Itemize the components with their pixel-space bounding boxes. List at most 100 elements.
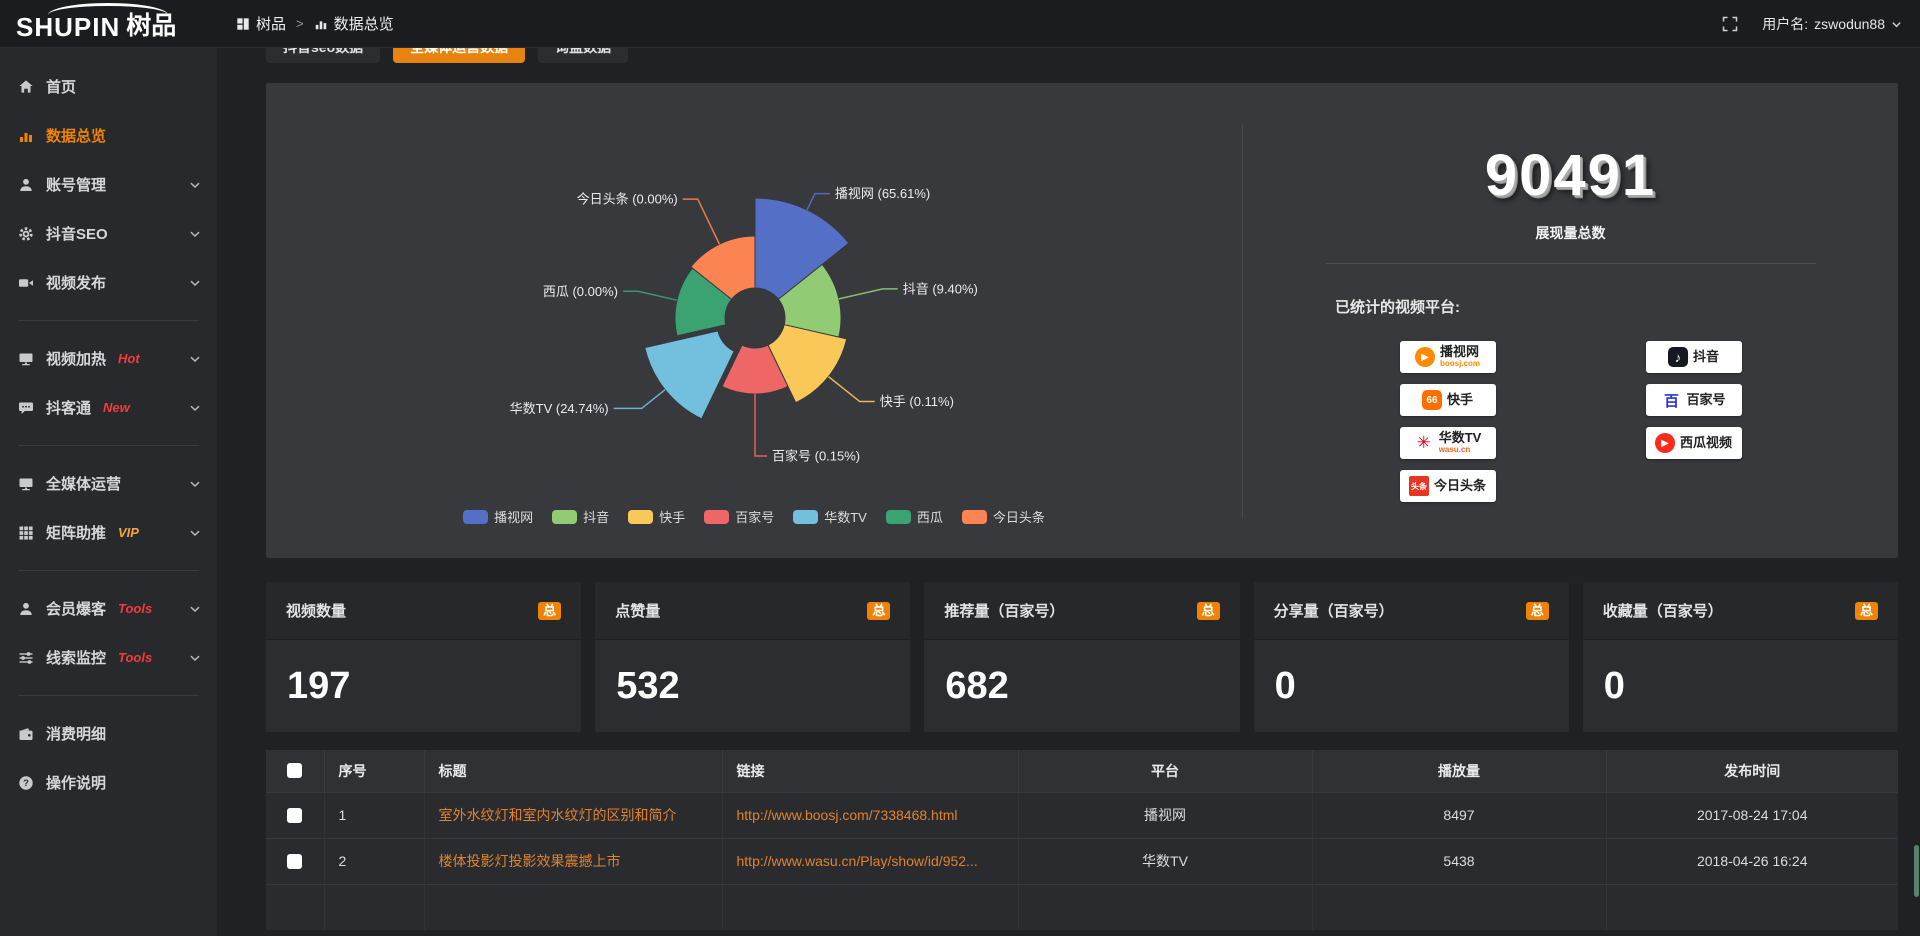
sidebar-item-首页[interactable]: 首页: [0, 62, 217, 111]
videos-table: 序号 标题 链接 平台 播放量 发布时间 1 室外水纹灯和室内水纹灯的区别和简介 http:/…: [266, 750, 1898, 930]
sidebar-item-视频加热[interactable]: 视频加热 Hot: [0, 334, 217, 383]
sidebar-item-tag: VIP: [118, 525, 139, 540]
cell-title[interactable]: 楼体投影灯投影效果震撼上市: [423, 837, 722, 884]
platform-badge-text: 华数TV wasu.cn: [1439, 431, 1482, 454]
sidebar-item-label: 视频发布: [46, 275, 107, 292]
legend-item-百家号[interactable]: 百家号: [704, 507, 774, 526]
platform-badge-百家号[interactable]: 百百家号: [1645, 384, 1742, 416]
stat-card-label: 分享量（百家号）: [1273, 603, 1394, 620]
pie-slice-快手[interactable]: [767, 324, 848, 404]
rose-chart[interactable]: 播视网 (65.61%) 抖音 (9.40%) 快手 (0.11%) 百家号 (0.1…: [266, 83, 1242, 558]
platform-badge-text: 快手: [1447, 392, 1473, 407]
legend-swatch: [961, 509, 987, 524]
breadcrumb-item-home[interactable]: 树品: [236, 13, 286, 34]
cell-time: 2017-08-24 17:04: [1605, 791, 1898, 838]
cell-link[interactable]: http://www.wasu.cn/Play/show/id/952...: [721, 837, 1018, 884]
chevron-down-icon: [189, 228, 201, 240]
username-label: 用户名:: [1762, 15, 1809, 32]
chevron-down-icon: [1891, 19, 1902, 30]
sidebar-item-tag: Hot: [118, 351, 140, 366]
stat-card-label: 视频数量: [286, 603, 347, 620]
sidebar-item-线索监控[interactable]: 线索监控 Tools: [0, 633, 217, 682]
sidebar-item-会员爆客[interactable]: 会员爆客 Tools: [0, 584, 217, 633]
cell-empty: [721, 883, 1018, 930]
platform-name: 今日头条: [1433, 477, 1486, 493]
legend-item-抖音[interactable]: 抖音: [552, 507, 609, 526]
legend-item-今日头条[interactable]: 今日头条: [961, 507, 1045, 526]
stat-card-value: 0: [1603, 664, 1625, 707]
total-impressions-label: 展现量总数: [1535, 225, 1606, 241]
sidebar-item-label: 抖音SEO: [46, 226, 108, 243]
platform-badge-text: 今日头条: [1433, 477, 1486, 493]
legend-swatch: [552, 509, 578, 524]
user-menu[interactable]: 用户名: zswodun88: [1762, 14, 1902, 34]
cell-title[interactable]: 室外水纹灯和室内水纹灯的区别和简介: [423, 791, 722, 838]
sidebar-item-抖客通[interactable]: 抖客通 New: [0, 383, 217, 432]
app-logo[interactable]: SHUPIN 树品: [0, 0, 217, 48]
sidebar-item-label: 首页: [46, 79, 77, 96]
stat-card-推荐量（百家号）: 推荐量（百家号） 总 682: [924, 582, 1240, 732]
sidebar-item-视频发布[interactable]: 视频发布: [0, 258, 217, 307]
topbar: SHUPIN 树品 树品 > 数据总览 用户名: zswodun88: [0, 0, 1920, 48]
stat-card-value: 682: [945, 664, 1009, 707]
sidebar-item-数据总览[interactable]: 数据总览: [0, 111, 217, 160]
sidebar-item-账号管理[interactable]: 账号管理: [0, 160, 217, 209]
legend-swatch: [793, 509, 819, 524]
platform-logo-抖音: ♪: [1667, 347, 1688, 367]
platform-badge-西瓜视频[interactable]: ▶ 西瓜视频: [1645, 427, 1742, 459]
monitor-icon: [18, 476, 34, 492]
select-all-checkbox[interactable]: [287, 763, 303, 779]
scrollbar-thumb[interactable]: [1914, 845, 1919, 897]
cell-platform: 播视网: [1017, 791, 1312, 838]
stat-card-body: 0: [1583, 640, 1898, 732]
videos-table-section: 序号 标题 链接 平台 播放量 发布时间 1 室外水纹灯和室内水纹灯的区别和简介 http:/…: [266, 750, 1898, 930]
table-column-链接: 链接: [721, 750, 1018, 792]
sidebar-item-操作说明[interactable]: ? 操作说明: [0, 758, 217, 807]
legend-swatch: [463, 509, 489, 524]
platform-badge-text: 抖音: [1693, 349, 1719, 364]
logo-text-en: SHUPIN: [16, 11, 121, 42]
member-icon: [18, 601, 34, 617]
cell-plays: 8497: [1311, 791, 1606, 838]
legend-item-西瓜[interactable]: 西瓜: [885, 507, 943, 526]
platform-badge-播视网[interactable]: ▶ 播视网 boosj.com: [1399, 341, 1496, 373]
sidebar-item-label: 全媒体运营: [46, 476, 122, 493]
platforms-title: 已统计的视频平台:: [1335, 299, 1460, 316]
sidebar-item-消费明细[interactable]: 消费明细: [0, 709, 217, 758]
table-column-发布时间: 发布时间: [1605, 750, 1898, 792]
breadcrumb-item-data-overview[interactable]: 数据总览: [314, 13, 394, 34]
pie-slice-今日头条[interactable]: [690, 235, 756, 300]
cell-link[interactable]: http://www.boosj.com/7338468.html: [721, 791, 1018, 838]
stat-card-body: 532: [595, 640, 910, 732]
stat-card-header: 点赞量 总: [595, 582, 911, 640]
platform-badge-华数TV[interactable]: ✳ 华数TV wasu.cn: [1399, 427, 1496, 459]
cell-plays: 5438: [1311, 837, 1606, 884]
total-badge: 总: [1196, 601, 1220, 620]
platform-badge-今日头条[interactable]: 头条 今日头条: [1399, 470, 1496, 502]
pie-label: 华数TV (24.74%): [510, 401, 609, 416]
fullscreen-icon[interactable]: [1722, 16, 1738, 32]
pie-slice-百家号[interactable]: [721, 344, 789, 395]
stat-card-value: 532: [616, 664, 680, 707]
sidebar-item-矩阵助推[interactable]: 矩阵助推 VIP: [0, 508, 217, 557]
pie-slice-华数TV[interactable]: [644, 330, 735, 420]
pie-slice-播视网[interactable]: [754, 197, 850, 300]
row-checkbox[interactable]: [287, 807, 303, 823]
legend-item-华数TV[interactable]: 华数TV: [793, 507, 867, 526]
chevron-down-icon: [189, 527, 201, 539]
platform-subtext: boosj.com: [1439, 358, 1480, 368]
platform-badge-快手[interactable]: 66 快手: [1399, 384, 1496, 416]
breadcrumb-separator: >: [296, 16, 304, 31]
stat-card-label: 推荐量（百家号）: [944, 603, 1065, 620]
sidebar-item-抖音SEO[interactable]: 抖音SEO: [0, 209, 217, 258]
sidebar-item-全媒体运营[interactable]: 全媒体运营: [0, 459, 217, 508]
legend-item-播视网[interactable]: 播视网: [463, 507, 533, 526]
total-badge: 总: [1854, 601, 1878, 620]
screen-icon: [18, 351, 34, 367]
platform-logo-百家号: 百: [1663, 392, 1679, 410]
platform-badge-抖音[interactable]: ♪ 抖音: [1645, 341, 1742, 373]
cell-empty: [1017, 883, 1312, 930]
row-checkbox[interactable]: [287, 853, 303, 869]
sidebar-item-label: 数据总览: [46, 128, 107, 145]
legend-item-快手[interactable]: 快手: [628, 507, 685, 526]
